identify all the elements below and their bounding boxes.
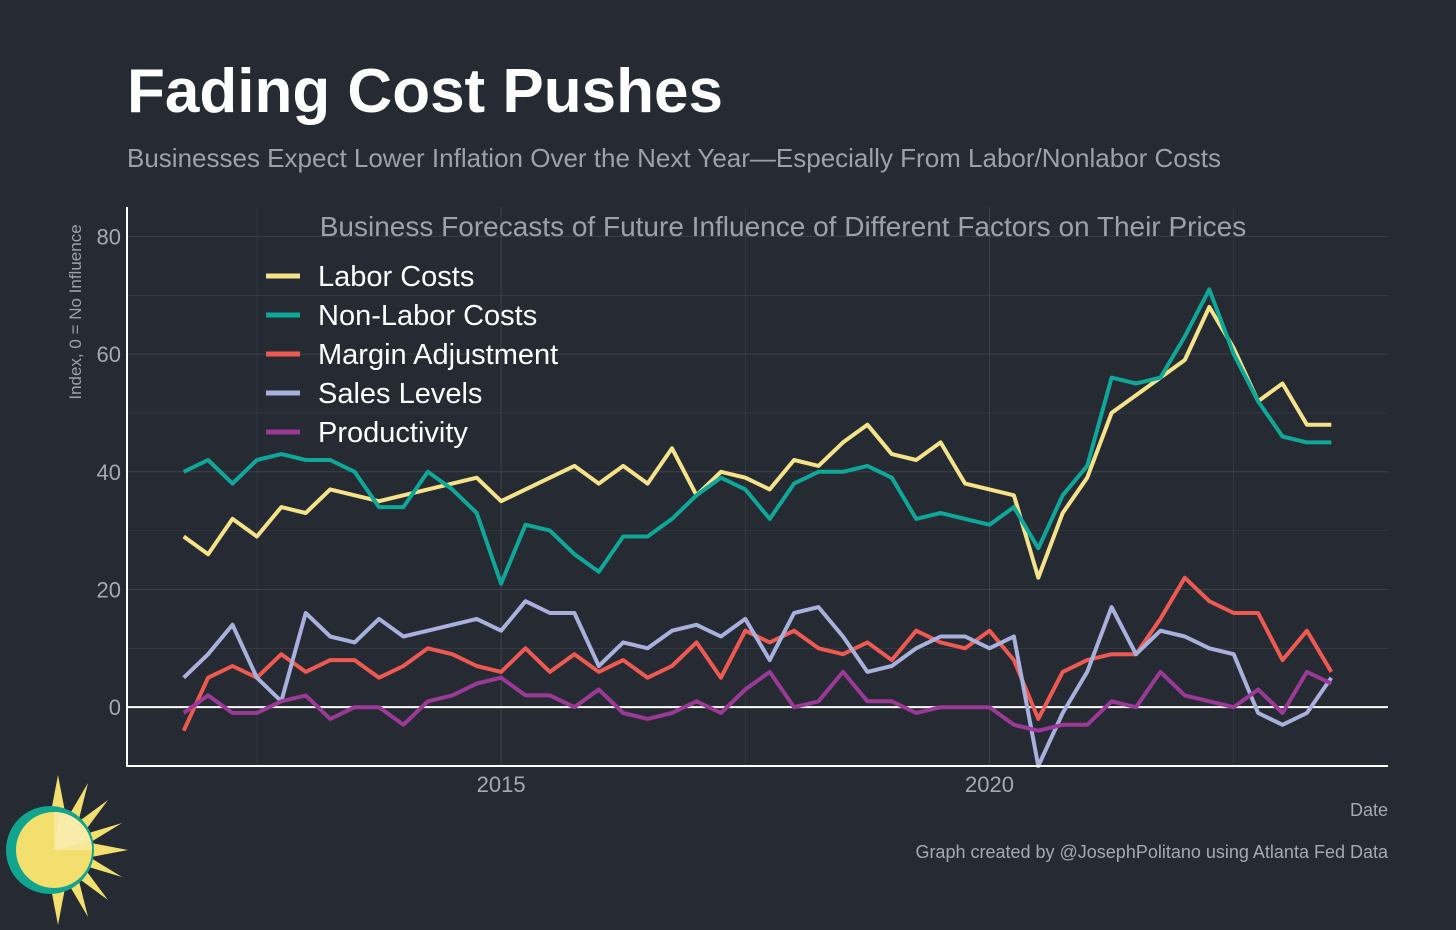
y-axis-label: Index, 0 = No Influence (66, 224, 85, 399)
x-tick-label: 2015 (477, 772, 526, 797)
y-tick-label: 80 (97, 224, 121, 249)
x-axis-label: Date (1349, 800, 1388, 820)
plot-title: Business Forecasts of Future Influence o… (320, 211, 1247, 242)
y-tick-label: 60 (97, 342, 121, 367)
axes (126, 207, 1388, 767)
series-group (181, 287, 1334, 768)
chart-title: Fading Cost Pushes (127, 57, 723, 126)
legend: Labor Costs Non-Labor Costs Margin Adjustm… (266, 261, 558, 449)
y-tick-label: 40 (97, 460, 121, 485)
legend-label: Sales Levels (318, 378, 482, 410)
y-tick-label: 0 (109, 695, 121, 720)
credit-text: Graph created by @JosephPolitano using A… (915, 842, 1388, 862)
x-tick-label: 2020 (965, 772, 1014, 797)
grid (127, 207, 1388, 767)
tick-labels: 0 20 40 60 80 2015 2020 (97, 224, 1014, 797)
legend-label: Margin Adjustment (318, 339, 558, 371)
chart-subtitle: Businesses Expect Lower Inflation Over t… (127, 143, 1221, 173)
sun-logo-icon (6, 775, 128, 925)
series-line-productivity (182, 669, 1333, 733)
y-tick-label: 20 (97, 577, 121, 602)
legend-label: Productivity (318, 417, 468, 449)
series-line-non-labor-costs (182, 287, 1332, 586)
series-line-sales-levels (182, 599, 1333, 768)
legend-label: Labor Costs (318, 261, 474, 293)
legend-label: Non-Labor Costs (318, 300, 537, 332)
